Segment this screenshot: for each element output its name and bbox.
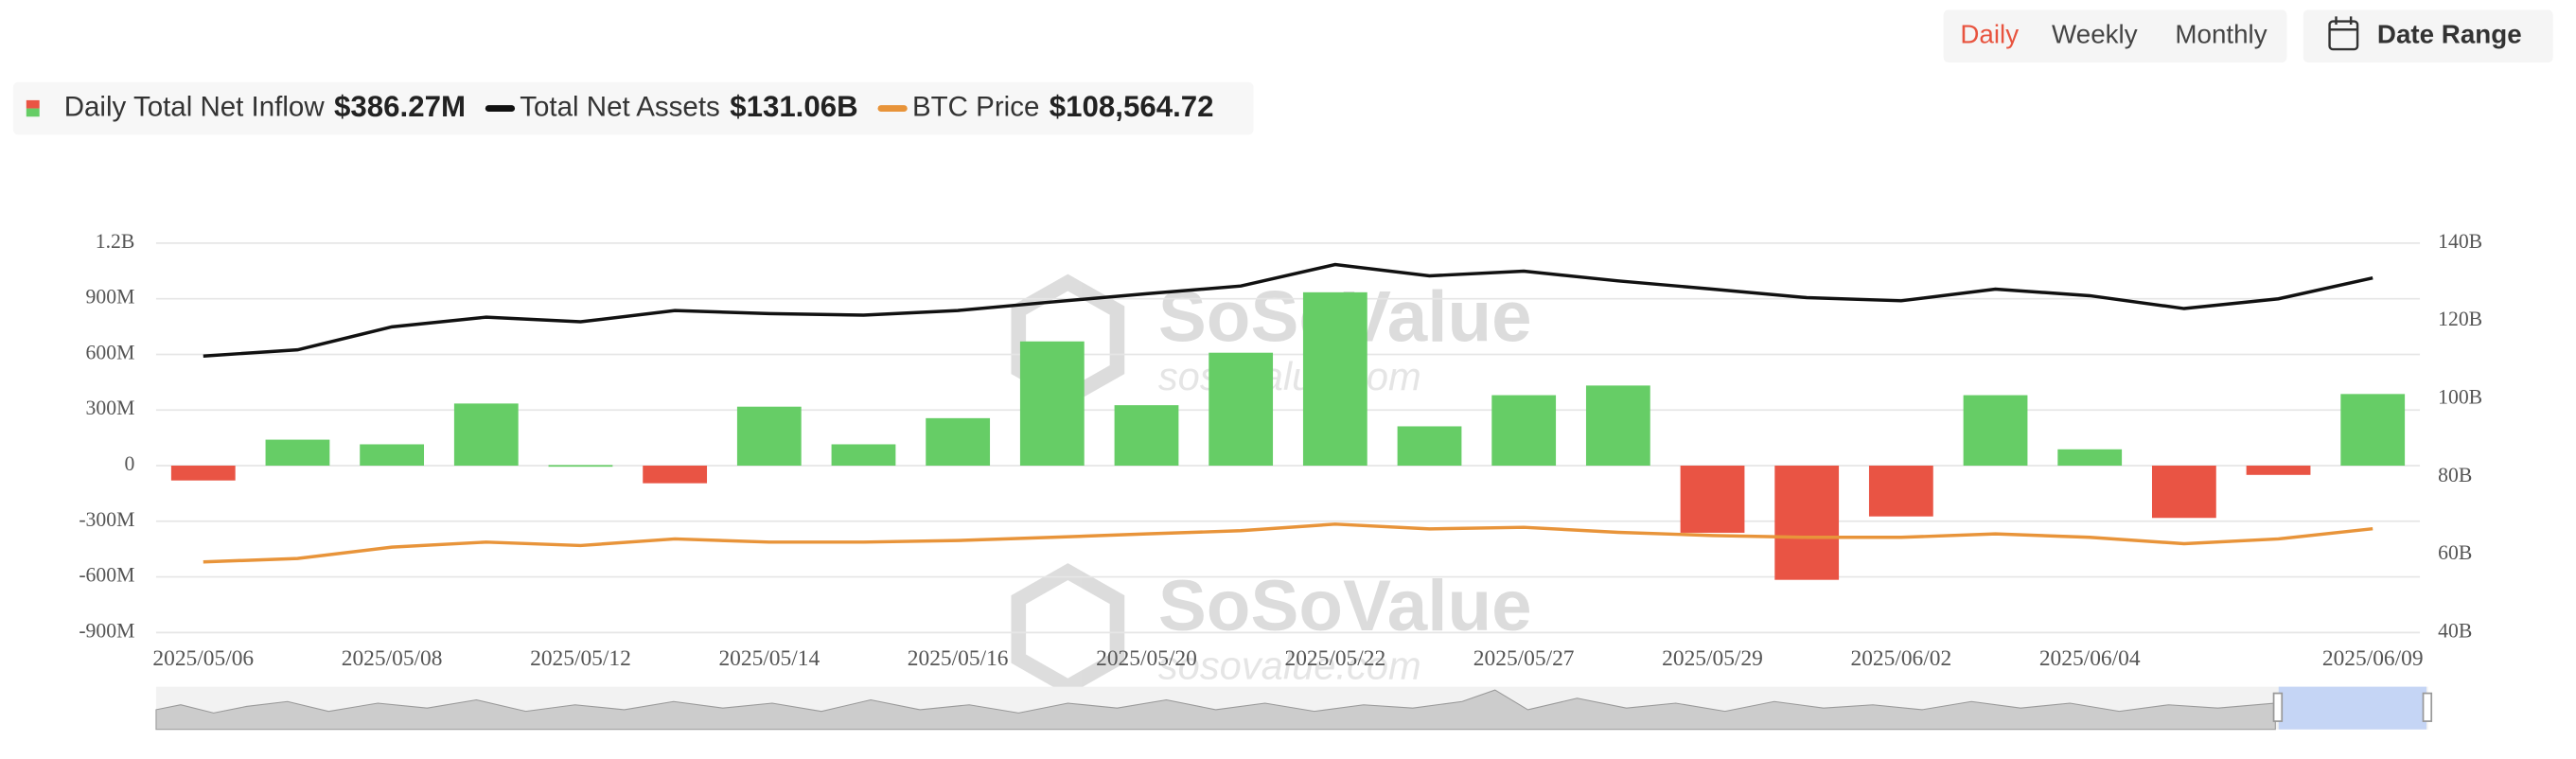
y-tick-label: 300M: [86, 397, 135, 419]
watermark-site: sosovalue.com: [1158, 644, 1421, 688]
bar: [1585, 385, 1650, 467]
weekly-button[interactable]: Weekly: [2052, 20, 2138, 49]
line: [203, 522, 2373, 564]
daily-button[interactable]: Daily: [1960, 20, 2019, 49]
bar: [265, 439, 330, 467]
bar: [2340, 394, 2406, 467]
x-tick-label: 2025/05/20: [1096, 646, 1197, 671]
bar: [1397, 426, 1462, 467]
legend: [12, 81, 1254, 135]
x-tick-label: 2025/05/27: [1473, 646, 1575, 671]
y-tick-label: -900M: [79, 619, 134, 642]
y-tick-label: 0: [125, 452, 135, 475]
y-tick-label: -600M: [79, 564, 134, 587]
watermark-site: sosovalue.com: [1158, 354, 1421, 398]
y2-tick-label: 140B: [2438, 230, 2482, 253]
monthly-button[interactable]: Monthly: [2175, 20, 2267, 49]
bar: [1868, 466, 1933, 517]
bar: [1491, 395, 1557, 467]
date-range-label[interactable]: Date Range: [2377, 20, 2522, 49]
y2-tick-label: 60B: [2438, 541, 2472, 564]
x-tick-label: 2025/05/29: [1662, 646, 1763, 671]
watermark: SoSoValue sosovalue.com SoSoValue sosova…: [1011, 274, 1532, 696]
watermark-brand: SoSoValue: [1158, 566, 1532, 646]
line: [203, 262, 2373, 358]
bar: [831, 444, 896, 467]
legend-swatch: [26, 108, 40, 117]
x-tick-label: 2025/05/16: [908, 646, 1009, 671]
x-tick-label: 2025/06/09: [2322, 646, 2424, 671]
bar: [453, 403, 519, 467]
calendar-icon: [2328, 16, 2359, 51]
bar: [1680, 466, 1745, 533]
y2-tick-label: 100B: [2438, 385, 2482, 408]
bar: [1114, 405, 1179, 467]
x-tick-label: 2025/05/06: [152, 646, 254, 671]
bar: [2057, 449, 2123, 467]
bar: [1302, 291, 1367, 467]
bar: [1019, 341, 1085, 467]
y2-tick-label: 80B: [2438, 464, 2472, 486]
bar: [1209, 352, 1274, 467]
bar: [1774, 466, 1840, 580]
bar: [926, 417, 991, 467]
x-tick-label: 2025/05/08: [342, 646, 443, 671]
bar: [1963, 395, 2028, 467]
legend-swatch: [26, 99, 40, 109]
date-range-button[interactable]: [2303, 9, 2553, 62]
legend-value: $108,564.72: [1050, 90, 1214, 123]
legend-label: BTC Price: [912, 91, 1039, 122]
period-toggle: [1943, 9, 2287, 62]
x-tick-label: 2025/06/02: [1851, 646, 1952, 671]
bar: [170, 466, 236, 481]
grid: [155, 242, 2421, 634]
x-tick-label: 2025/05/14: [718, 646, 820, 671]
x-tick-label: 2025/05/22: [1284, 646, 1385, 671]
bar: [2151, 466, 2216, 519]
y-tick-label: 600M: [86, 341, 135, 363]
y-tick-label: 900M: [86, 286, 135, 309]
bar: [736, 406, 802, 467]
x-tick-label: 2025/05/12: [530, 646, 631, 671]
legend-label: Daily Total Net Inflow: [64, 91, 326, 122]
bar: [548, 465, 613, 468]
y-tick-label: 1.2B: [96, 230, 135, 253]
legend-value: $131.06B: [730, 90, 857, 123]
bar: [2246, 466, 2311, 475]
y2-tick-label: 120B: [2438, 308, 2482, 330]
y2-tick-label: 40B: [2438, 619, 2472, 642]
legend-value: $386.27M: [334, 90, 466, 123]
bar: [643, 466, 708, 484]
legend-label: Total Net Assets: [520, 91, 720, 122]
navigator: [155, 686, 2433, 731]
x-tick-label: 2025/06/04: [2039, 646, 2141, 671]
bar: [360, 444, 425, 467]
y-tick-label: -300M: [79, 508, 134, 531]
